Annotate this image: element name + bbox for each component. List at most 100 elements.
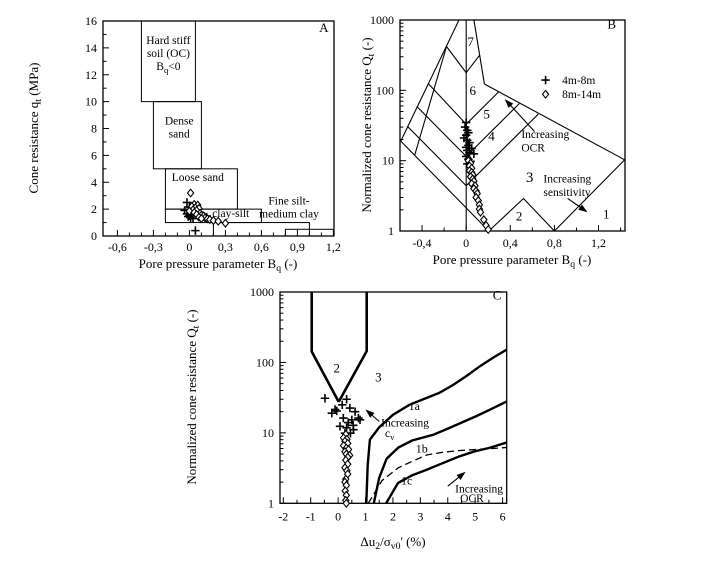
line-chevron-7: [446, 46, 481, 74]
panel-B: -0,4 0 0,4 0,8 1,2 1 10 100 1000 Pore pressure pa…: [359, 13, 626, 270]
x-tick-label: -0,6: [108, 240, 127, 254]
x-tick-label: 0: [463, 236, 469, 250]
annotation-increasing-ocr-1: Increasing: [455, 483, 503, 495]
annotation-increasing-sensitivity: sensitivity: [543, 187, 591, 199]
label-hard-stiff: Hard stiff: [146, 35, 190, 47]
annotation-arrow: [507, 102, 535, 132]
x-tick-label: 4: [445, 509, 451, 523]
y-tick-label: 4: [91, 175, 97, 189]
annotation-increasing-cv-1: Increasing: [381, 417, 429, 429]
zone-1: 1: [603, 207, 610, 222]
cross-marker: [320, 394, 330, 403]
zone-boundary-lines: [400, 19, 626, 232]
zone-5: 5: [483, 106, 490, 121]
label-loose-sand: Loose sand: [172, 172, 224, 184]
series-8m-14m: [185, 188, 230, 228]
x-tick-label: 0: [335, 509, 341, 523]
x-axis-title-A: Pore pressure parameter Bq (-): [139, 256, 298, 274]
y-tick-label: 10: [262, 426, 274, 440]
x-axis-title-C: Δu2/σv0' (%): [360, 534, 425, 552]
diamond-marker: [186, 188, 195, 198]
y-tick-label: 0: [91, 229, 97, 243]
y-tick-label: 6: [91, 148, 97, 162]
axis-ticks: [280, 291, 504, 504]
diamond-marker: [197, 213, 206, 224]
cross-marker: [467, 144, 476, 153]
label-dense-sand: sand: [169, 128, 190, 140]
cross-marker: [345, 403, 355, 413]
y-axis-title-C: Normalized cone resistance Qt (-): [184, 309, 202, 484]
annotation-increasing-ocr-2: OCR: [460, 493, 484, 505]
zone-6: 6: [470, 83, 477, 98]
x-tick-label: 0,9: [290, 240, 305, 254]
x-tick-label: 0,3: [218, 240, 233, 254]
tick-labels: -2 -1 0 1 2 3 4 5 6 1 10 100 1000: [250, 285, 506, 523]
y-tick-label: 1: [388, 224, 394, 238]
diamond-marker: [221, 218, 230, 228]
y-tick-label: 14: [85, 41, 97, 55]
cross-marker: [469, 149, 479, 159]
series-4m-8m: [320, 394, 365, 438]
panel-corner-label-C: C: [493, 288, 502, 303]
annotation-arrowhead: [365, 409, 375, 418]
cross-marker: [339, 413, 348, 423]
y-tick-label: 10: [85, 95, 97, 109]
x-tick-label: -1: [306, 509, 316, 523]
zone-1a: 1a: [409, 399, 421, 413]
line-curve-3-1a: [365, 348, 508, 504]
annotation-increasing-ocr: Increasing: [521, 129, 569, 141]
x-tick-label: -0,4: [413, 236, 432, 250]
x-tick-label: -2: [278, 509, 288, 523]
axis-ticks: [399, 19, 622, 232]
legend-label-4m-8m: 4m-8m: [562, 75, 595, 87]
y-tick-label: 16: [85, 14, 97, 28]
line-outer-left-lower: [400, 140, 490, 232]
cross-marker: [344, 418, 353, 427]
line-outer-left-upper: [400, 19, 460, 142]
x-tick-label: 3: [417, 509, 423, 523]
y-tick-label: 1: [268, 496, 274, 510]
x-tick-label: 1: [363, 509, 369, 523]
y-tick-label: 2: [91, 202, 97, 216]
y-tick-label: 8: [91, 122, 97, 136]
series-8m-14m: [339, 429, 354, 508]
cross-marker: [355, 415, 365, 425]
cross-marker: [350, 407, 360, 416]
line-zone2-peak: [488, 197, 555, 232]
plot-frame: [279, 291, 508, 504]
x-tick-label: 5: [472, 509, 478, 523]
zone-4: 4: [488, 128, 495, 143]
tick-labels: -0,4 0 0,4 0,8 1,2 1 10 100 1000: [370, 13, 606, 250]
series-8m-14m: [464, 155, 493, 235]
label-hard-stiff: Bq<0: [156, 61, 180, 75]
cross-marker: [338, 400, 347, 410]
panel-C: -2 -1 0 1 2 3 4 5 6 1 10 100 1000 Δu2/σv0' (%) Normali…: [184, 285, 508, 552]
axis-ticks: [103, 20, 334, 237]
zone-2: 2: [333, 360, 340, 375]
y-axis-title-A: Cone resistance qt (MPa): [26, 63, 44, 194]
annotation-increasing-cv-2: cv: [385, 428, 395, 442]
cross-marker: [327, 409, 337, 418]
x-tick-label: 2: [390, 509, 396, 523]
tick-labels: -0,6 -0,3 0 0,3 0,6 0,9 1,2 0 2 4 6 8 10 12 14 16: [85, 14, 341, 254]
zone-boundary-lines: [310, 292, 508, 504]
annotation-arrowhead: [504, 99, 514, 108]
y-tick-label: 12: [85, 68, 97, 82]
line-dashed-ocr-curve: [367, 446, 507, 504]
x-tick-label: 1,2: [591, 236, 606, 250]
y-tick-label: 100: [256, 355, 274, 369]
cross-marker: [332, 406, 341, 416]
label-fine-silt: medium clay: [259, 208, 319, 220]
panel-texts: 7 65 4 3 2 1 Increasing OCR Increasing sensitivit…: [467, 34, 609, 224]
legend: 4m-8m 8m-14m: [541, 75, 601, 101]
zone-7: 7: [467, 34, 474, 49]
diamond-marker: [214, 216, 223, 226]
y-tick-label: 100: [376, 83, 394, 97]
line-funnel-right: [337, 292, 369, 403]
label-fine-silt: Fine silt-: [268, 195, 309, 207]
cross-marker: [541, 75, 550, 85]
line-ocr-upper-boundary: [484, 83, 625, 161]
label-clay-silt: clay-silt: [212, 208, 250, 220]
